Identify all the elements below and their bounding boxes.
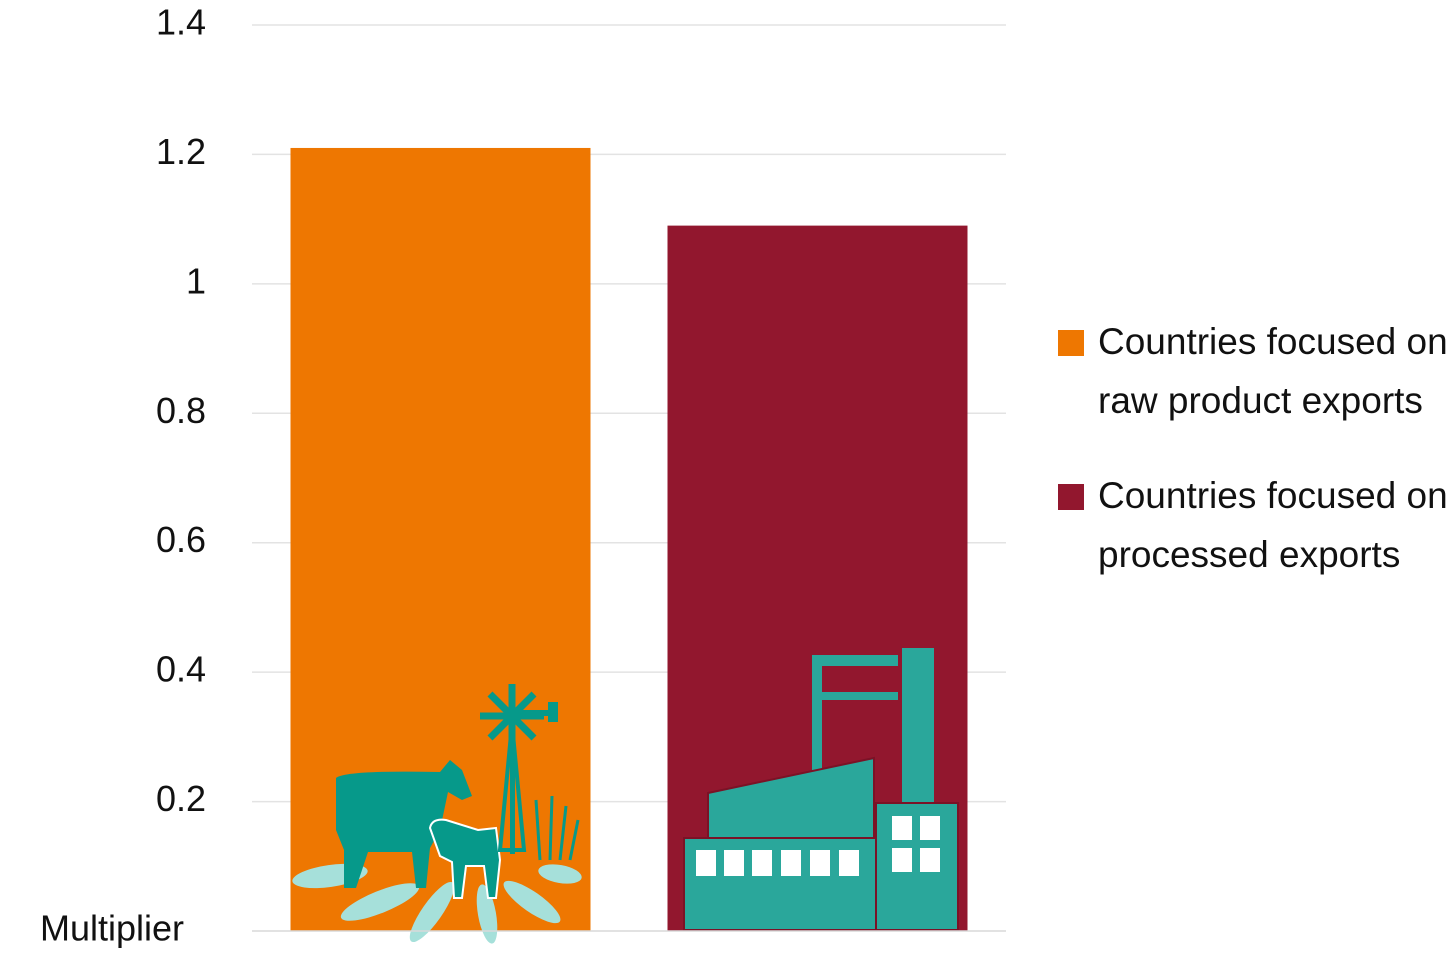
y-tick-label: 0.6 xyxy=(156,519,206,560)
legend-label: Countries focused on raw product exports xyxy=(1098,321,1448,421)
y-tick-label: 1 xyxy=(186,260,206,301)
y-tick-label: 0.2 xyxy=(156,778,206,819)
y-axis-label: Multiplier xyxy=(40,908,184,949)
legend-item: Countries focused on raw product exports xyxy=(1058,318,1448,430)
y-tick-label: 1.2 xyxy=(156,131,206,172)
farm-icon xyxy=(292,684,582,944)
legend-item: Countries focused on processed exports xyxy=(1058,472,1448,584)
y-tick-label: 0.8 xyxy=(156,390,206,431)
factory-icon xyxy=(683,648,959,931)
y-tick-label: 0.4 xyxy=(156,649,206,690)
legend: Countries focused on raw product exports… xyxy=(1058,318,1448,626)
legend-label: Countries focused on processed exports xyxy=(1098,475,1448,575)
y-tick-label: 1.4 xyxy=(156,2,206,43)
legend-swatch xyxy=(1058,484,1084,510)
legend-swatch xyxy=(1058,330,1084,356)
